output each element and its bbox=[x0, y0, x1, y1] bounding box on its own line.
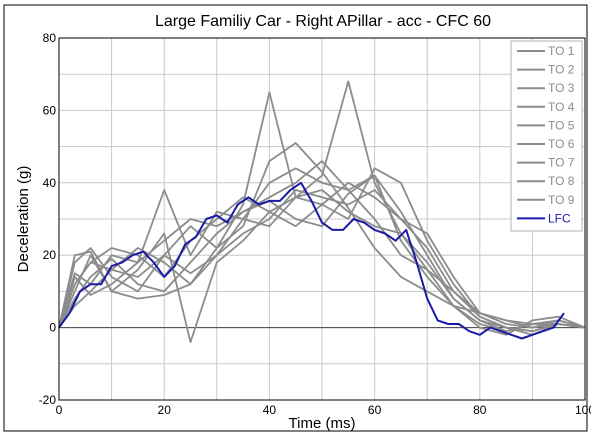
y-tick-label: 0 bbox=[49, 321, 56, 335]
legend-entry-label: TO 1 bbox=[548, 44, 575, 58]
legend-entry-label: TO 7 bbox=[548, 156, 575, 170]
series-line-to-7 bbox=[58, 181, 586, 329]
x-axis-label: Time (ms) bbox=[289, 415, 356, 432]
legend-entry-label: TO 2 bbox=[548, 63, 575, 77]
y-tick-label: 60 bbox=[43, 103, 57, 117]
grid bbox=[59, 38, 585, 400]
x-tick-label: 80 bbox=[473, 403, 487, 417]
series-line-to-5 bbox=[58, 142, 586, 329]
legend: TO 1 TO 2 TO 3 TO 4 TO 5 TO 6 TO 7 TO 8 TO 9 LFC bbox=[510, 40, 583, 232]
legend-entry-label: LFC bbox=[548, 211, 571, 225]
series-line-to-9 bbox=[58, 160, 586, 333]
legend-entry-label: TO 3 bbox=[548, 81, 575, 95]
y-tick-label: 40 bbox=[43, 176, 57, 190]
y-axis-label: Deceleration (g) bbox=[15, 166, 32, 273]
x-tick-label: 60 bbox=[368, 403, 382, 417]
y-tick-label: 80 bbox=[43, 31, 57, 45]
series-layer bbox=[58, 80, 586, 344]
y-tick-label: 20 bbox=[43, 248, 57, 262]
series-line-to-3 bbox=[58, 80, 586, 336]
x-tick-label: 0 bbox=[56, 403, 63, 417]
x-tick-label: 100 bbox=[575, 403, 591, 417]
chart-title: Large Familiy Car - Right APillar - acc … bbox=[155, 13, 491, 30]
legend-entry-label: TO 8 bbox=[548, 174, 575, 188]
legend-entry-label: TO 6 bbox=[548, 137, 575, 151]
x-tick-label: 40 bbox=[263, 403, 277, 417]
legend-entry-label: TO 9 bbox=[548, 193, 575, 207]
figure-border bbox=[3, 4, 588, 432]
series-line-to-2 bbox=[58, 174, 586, 333]
y-tick-label: -20 bbox=[39, 393, 57, 407]
legend-entry-label: TO 5 bbox=[548, 118, 575, 132]
plot-area bbox=[58, 37, 586, 401]
legend-entry-label: TO 4 bbox=[548, 100, 575, 114]
series-line-lfc bbox=[58, 181, 565, 340]
x-tick-label: 20 bbox=[158, 403, 172, 417]
series-line-to-8 bbox=[58, 189, 586, 333]
